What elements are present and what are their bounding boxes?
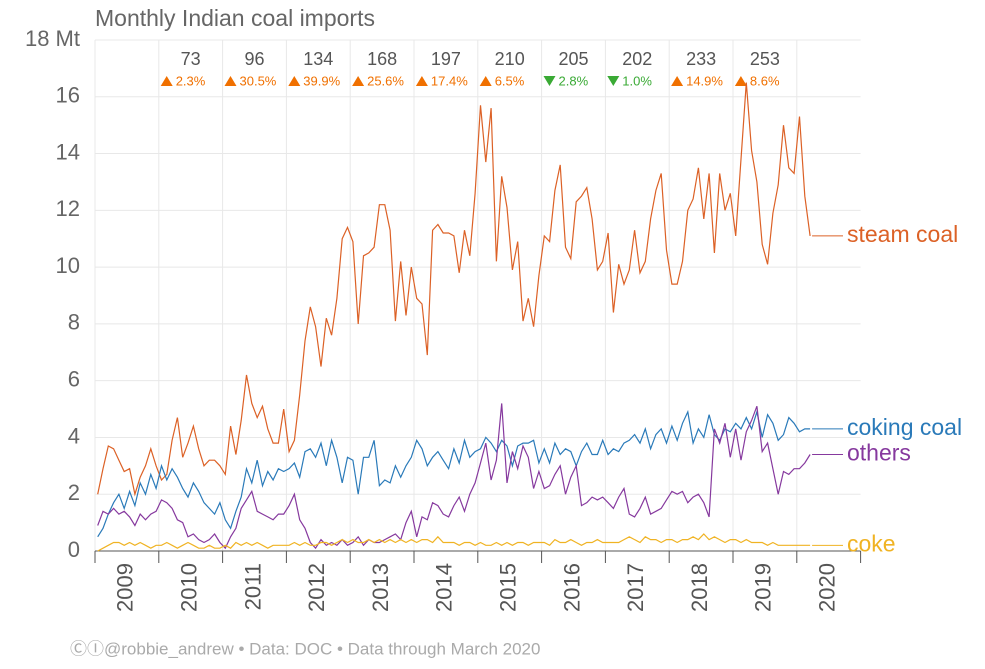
x-tick-label: 2018 [687,563,712,612]
change-arrow [288,76,301,86]
change-arrow [224,76,237,86]
y-tick-label: 12 [56,196,80,221]
change-arrow [543,76,556,86]
y-tick-label: 10 [56,253,80,278]
series-line [97,409,811,538]
y-tick-label: 18 Mt [25,26,80,51]
change-label: 39.9% [303,73,340,88]
change-arrow [160,76,173,86]
annual-total: 210 [495,49,525,69]
chart-title: Monthly Indian coal imports [95,5,375,31]
y-tick-label: 16 [56,83,80,108]
change-arrow [607,76,620,86]
annual-total: 202 [622,49,652,69]
y-tick-label: 2 [68,480,80,505]
series-label: steam coal [847,221,958,247]
series-label: coking coal [847,414,962,440]
change-label: 1.0% [622,73,652,88]
series-line [97,82,811,497]
change-arrow [734,76,747,86]
x-tick-label: 2010 [177,563,202,612]
annual-total: 205 [558,49,588,69]
change-arrow [671,76,684,86]
change-label: 14.9% [686,73,723,88]
x-tick-label: 2012 [304,563,329,612]
change-arrow [479,76,492,86]
annual-total: 96 [244,49,264,69]
change-label: 30.5% [240,73,277,88]
x-tick-label: 2017 [623,563,648,612]
change-label: 2.8% [559,73,589,88]
change-label: 17.4% [431,73,468,88]
series-label: others [847,440,911,466]
footer: ⒸⒾ@robbie_andrew • Data: DOC • Data thro… [70,639,540,658]
change-label: 6.5% [495,73,525,88]
x-tick-label: 2020 [815,563,840,612]
series-line [97,403,811,550]
y-tick-label: 4 [68,423,80,448]
annual-total: 233 [686,49,716,69]
y-tick-label: 0 [68,537,80,562]
annual-total: 197 [431,49,461,69]
y-tick-label: 14 [56,139,80,164]
annual-total: 168 [367,49,397,69]
series-line [97,533,811,552]
x-tick-label: 2009 [113,563,138,612]
x-tick-label: 2019 [751,563,776,612]
change-label: 8.6% [750,73,780,88]
annual-total: 134 [303,49,333,69]
y-tick-label: 6 [68,366,80,391]
change-label: 2.3% [176,73,206,88]
change-arrow [415,76,428,86]
y-tick-label: 8 [68,310,80,335]
change-arrow [352,76,365,86]
x-tick-label: 2015 [496,563,521,612]
x-tick-label: 2014 [432,563,457,612]
x-tick-label: 2011 [240,563,265,610]
annual-total: 253 [750,49,780,69]
series-label: coke [847,530,896,556]
annual-total: 73 [181,49,201,69]
x-tick-label: 2013 [368,563,393,612]
x-tick-label: 2016 [559,563,584,612]
change-label: 25.6% [367,73,404,88]
